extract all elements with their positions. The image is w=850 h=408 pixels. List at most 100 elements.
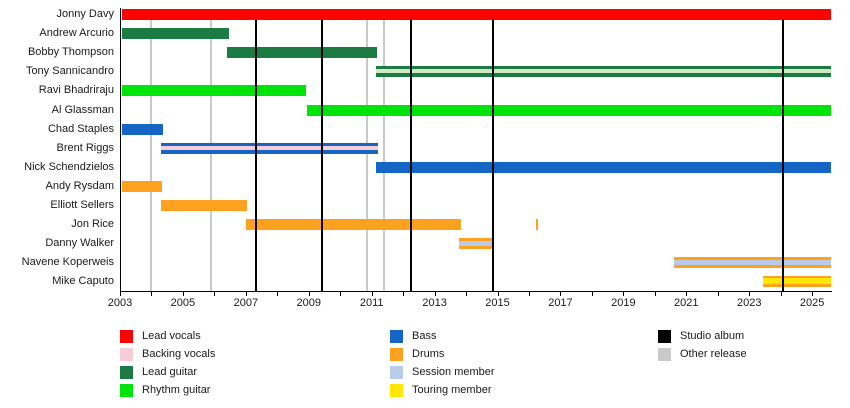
- legend-swatch-lead-vocals: [120, 330, 133, 343]
- member-label: Jon Rice: [71, 218, 114, 231]
- x-axis-tick: [717, 292, 719, 296]
- x-axis-tick: [497, 292, 499, 296]
- x-axis-tick: [403, 292, 405, 296]
- legend-label: Other release: [680, 348, 747, 360]
- member-label: Danny Walker: [45, 237, 114, 250]
- x-axis-tick: [277, 292, 279, 296]
- x-axis: [120, 291, 832, 292]
- x-axis-tick-label: 2007: [233, 297, 259, 309]
- member-label: Mike Caputo: [52, 275, 114, 288]
- legend-swatch-touring-member: [390, 384, 403, 397]
- legend-label: Lead guitar: [142, 366, 198, 378]
- x-axis-tick: [151, 292, 153, 296]
- member-bar: [763, 276, 831, 288]
- x-axis-tick: [120, 292, 121, 296]
- x-axis-tick: [340, 292, 342, 296]
- legend-swatch-backing-vocals: [120, 348, 133, 361]
- member-label: Navene Koperweis: [21, 256, 114, 269]
- legend-item: Session member: [390, 366, 610, 380]
- member-label: Jonny Davy: [56, 8, 114, 20]
- y-axis: [120, 8, 121, 291]
- studio-album-line: [492, 19, 495, 291]
- studio-album-line: [254, 19, 257, 291]
- member-label: Al Glassman: [51, 103, 114, 116]
- legend-item: Studio album: [658, 330, 850, 344]
- legend-swatch-studio-album: [658, 330, 671, 343]
- other-release-line: [210, 19, 213, 291]
- x-axis-tick-label: 2017: [548, 297, 573, 309]
- legend-label: Drums: [412, 348, 445, 360]
- x-axis-tick-label: 2005: [170, 297, 196, 309]
- legend-swatch-session-member: [390, 366, 403, 379]
- member-bar: [121, 28, 229, 40]
- x-axis-tick: [623, 292, 625, 296]
- role-stripe: [673, 260, 831, 266]
- member-bar: [376, 161, 831, 173]
- member-bar: [535, 219, 538, 231]
- role-stripe: [459, 241, 495, 247]
- legend-item: Bass: [390, 330, 610, 344]
- x-axis-tick-label: 2019: [611, 297, 636, 309]
- x-axis-tick: [654, 292, 656, 296]
- member-label: Nick Schendzielos: [24, 160, 114, 173]
- legend-item: Backing vocals: [120, 348, 340, 362]
- member-bar: [459, 238, 495, 250]
- x-axis-tick: [308, 292, 310, 296]
- x-axis-tick: [214, 292, 216, 296]
- x-axis-tick: [528, 292, 530, 296]
- member-bar: [121, 9, 831, 20]
- member-bar: [307, 104, 831, 116]
- x-axis-tick-label: 2023: [736, 297, 762, 309]
- legend-item: Touring member: [390, 384, 610, 398]
- x-axis-tick: [245, 292, 247, 296]
- x-axis-tick: [812, 292, 814, 296]
- legend-swatch-bass: [390, 330, 403, 343]
- member-label: Bobby Thompson: [27, 46, 114, 59]
- member-bar: [226, 47, 378, 59]
- legend-label: Touring member: [412, 384, 492, 396]
- legend-swatch-rhythm-guitar: [120, 384, 133, 397]
- legend-item: Rhythm guitar: [120, 384, 340, 398]
- member-label: Andy Rysdam: [45, 179, 114, 192]
- role-stripe: [160, 145, 378, 150]
- member-bar: [376, 66, 831, 78]
- legend-label: Rhythm guitar: [142, 384, 211, 396]
- legend-label: Session member: [412, 366, 495, 378]
- studio-album-line: [410, 19, 412, 291]
- other-release-line: [383, 19, 386, 291]
- member-label: Chad Staples: [47, 122, 114, 135]
- x-axis-tick-label: 2011: [359, 297, 384, 309]
- x-axis-tick: [466, 292, 468, 296]
- member-label: Tony Sannicandro: [25, 65, 114, 78]
- studio-album-line: [320, 19, 323, 291]
- legend-label: Bass: [412, 330, 437, 342]
- x-axis-tick: [182, 292, 184, 296]
- legend-swatch-lead-guitar: [120, 366, 133, 379]
- member-label: Brent Riggs: [56, 141, 114, 154]
- x-axis-tick: [560, 292, 562, 296]
- x-axis-tick-label: 2015: [485, 297, 510, 309]
- x-axis-tick: [749, 292, 751, 296]
- x-axis-tick-label: 2013: [422, 297, 447, 309]
- member-bar: [245, 219, 462, 231]
- member-bar: [121, 85, 307, 97]
- member-bar: [160, 200, 248, 211]
- member-label: Ravi Bhadriraju: [38, 84, 114, 97]
- other-release-line: [365, 19, 368, 291]
- member-label: Andrew Arcurio: [39, 27, 114, 40]
- legend-item: Drums: [390, 348, 610, 362]
- member-bar: [673, 257, 831, 269]
- studio-album-line: [782, 19, 785, 291]
- legend-item: Lead vocals: [120, 330, 340, 344]
- legend-swatch-other-release: [658, 348, 671, 361]
- x-axis-tick: [371, 292, 373, 296]
- x-axis-tick: [686, 292, 688, 296]
- x-axis-tick-label: 2003: [107, 297, 133, 309]
- other-release-line: [150, 19, 153, 291]
- legend-label: Backing vocals: [142, 348, 216, 360]
- member-bar: [121, 123, 164, 135]
- role-stripe: [376, 69, 831, 74]
- x-axis-tick: [591, 292, 593, 296]
- member-label: Elliott Sellers: [50, 199, 114, 211]
